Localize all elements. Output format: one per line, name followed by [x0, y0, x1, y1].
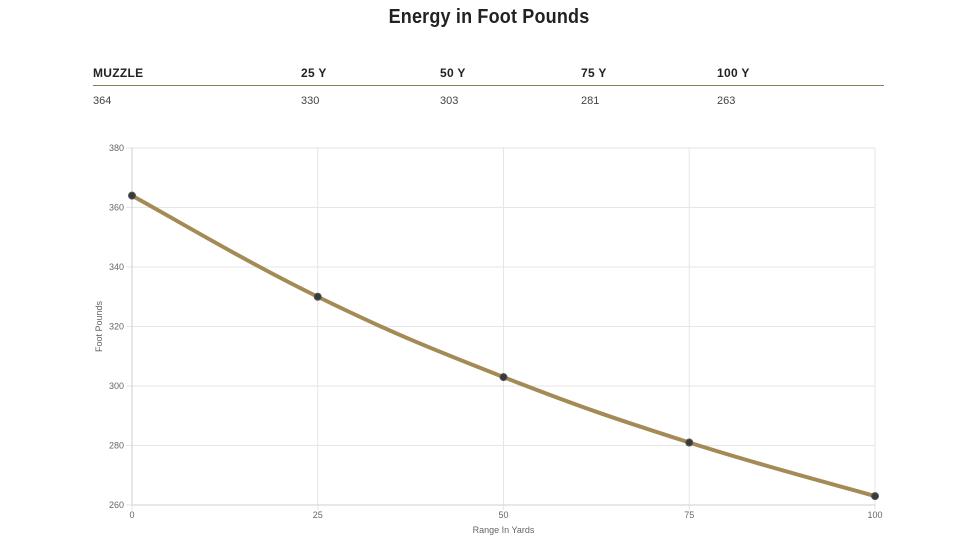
- y-tick-label-280: 280: [109, 441, 124, 451]
- x-tick-label-50: 50: [498, 510, 508, 520]
- data-point-0: [128, 191, 136, 200]
- data-point-50: [499, 373, 508, 382]
- table-cell-muzzle: 364: [93, 95, 112, 107]
- x-axis-title: Range In Yards: [473, 525, 535, 535]
- y-tick-label-380: 380: [109, 143, 124, 153]
- table-header-75y: 75 Y: [581, 66, 607, 80]
- table-cell-25y: 330: [301, 95, 320, 107]
- y-tick-label-300: 300: [109, 381, 124, 391]
- table-cell-50y: 303: [440, 95, 459, 107]
- data-point-100: [871, 492, 879, 501]
- table-cell-75y: 281: [581, 95, 600, 107]
- page-title: Energy in Foot Pounds: [388, 6, 590, 28]
- table-header-100y: 100 Y: [717, 66, 750, 80]
- table-cell-100y: 263: [717, 95, 736, 107]
- table-header-50y: 50 Y: [440, 66, 466, 80]
- energy-table: MUZZLE 25 Y 50 Y 75 Y 100 Y 364 330 303 …: [93, 64, 884, 110]
- table-header-25y: 25 Y: [301, 66, 327, 80]
- data-point-75: [685, 438, 694, 447]
- x-tick-label-25: 25: [313, 510, 323, 520]
- y-tick-label-320: 320: [109, 322, 124, 332]
- data-point-25: [313, 292, 322, 301]
- table-header-row: MUZZLE 25 Y 50 Y 75 Y 100 Y: [93, 64, 884, 86]
- table-header-muzzle: MUZZLE: [93, 66, 144, 80]
- table-row: 364 330 303 281 263: [93, 86, 884, 110]
- x-tick-label-75: 75: [684, 510, 694, 520]
- y-tick-label-340: 340: [109, 262, 124, 272]
- y-tick-label-260: 260: [109, 500, 124, 510]
- y-axis-title: Foot Pounds: [94, 300, 104, 352]
- y-tick-label-360: 360: [109, 203, 124, 213]
- x-tick-label-100: 100: [867, 510, 882, 520]
- x-tick-label-0: 0: [129, 510, 134, 520]
